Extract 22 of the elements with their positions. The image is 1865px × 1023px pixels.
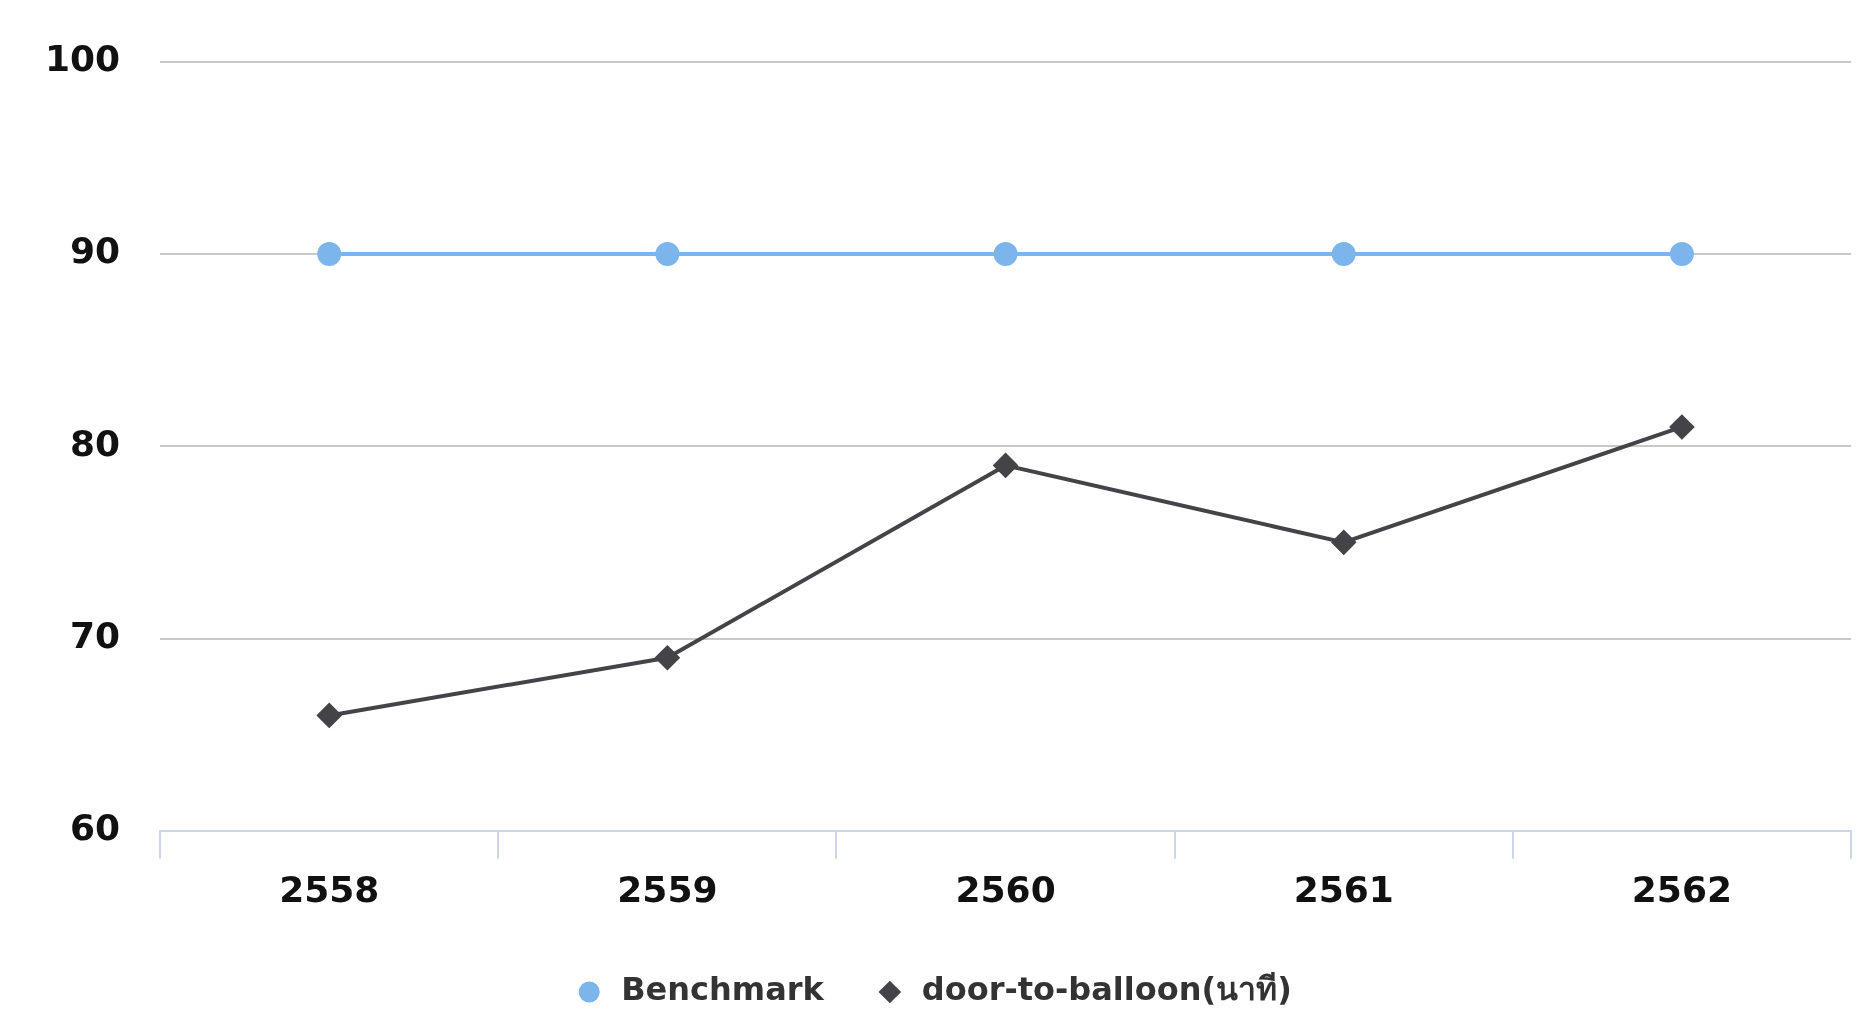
legend-label: door-to-balloon(นาที) — [921, 970, 1292, 1009]
point — [1331, 530, 1356, 555]
x-tick-label: 2561 — [1293, 868, 1394, 910]
point — [317, 703, 342, 728]
y-tick-label: 100 — [44, 37, 121, 79]
y-tick-label: 80 — [70, 422, 121, 464]
point — [993, 453, 1018, 478]
point — [1669, 414, 1694, 439]
y-tick-label: 60 — [70, 807, 121, 849]
point — [317, 241, 342, 266]
x-tick-label: 2559 — [617, 868, 718, 910]
point — [1331, 241, 1356, 266]
point — [655, 241, 680, 266]
x-tick-label: 2558 — [279, 868, 380, 910]
legend-label: Benchmark — [621, 970, 825, 1009]
x-tick-label: 2560 — [955, 868, 1056, 910]
point — [1669, 241, 1694, 266]
x-tick-label: 2562 — [1631, 868, 1733, 910]
y-tick-label: 70 — [70, 614, 121, 656]
point — [993, 241, 1018, 266]
y-tick-label: 90 — [70, 230, 121, 272]
point — [655, 645, 680, 670]
